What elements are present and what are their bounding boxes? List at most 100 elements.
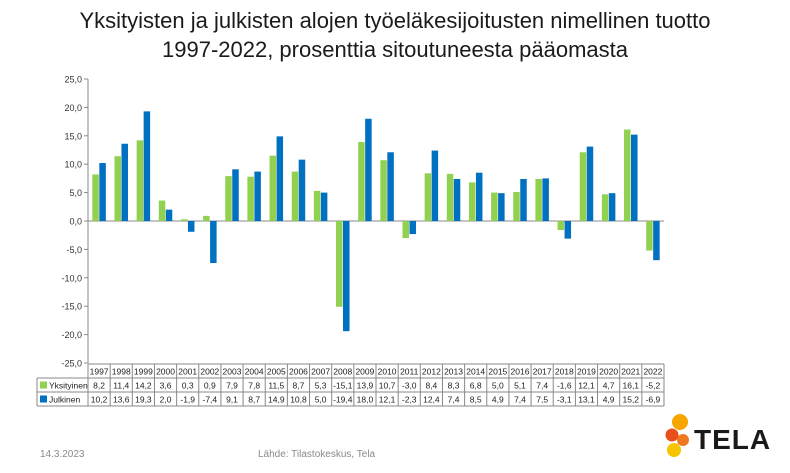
data-label-julkinen-2013: 7,4	[448, 395, 460, 405]
data-label-yksityinen-2000: 3,6	[160, 381, 172, 391]
data-label-yksityinen-2016: 5,1	[514, 381, 526, 391]
table-year-2013: 2013	[444, 367, 463, 377]
bar-julkinen-2000	[165, 209, 173, 221]
bar-julkinen-2016	[520, 178, 527, 221]
axes: 25,0 20,0 15,0 10,0 5,0 0,0 -5,0 -10,0 -15,0 -20,…	[61, 75, 664, 369]
footer-source: Lähde: Tilastokeskus, Tela	[258, 449, 376, 460]
bar-yksityinen-2008	[336, 221, 343, 307]
bar-julkinen-1999	[143, 111, 151, 221]
bar-yksityinen-2013	[446, 173, 454, 221]
bar-julkinen-2015	[498, 193, 505, 221]
table-year-2009: 2009	[355, 367, 374, 377]
data-label-julkinen-2008: -19,4	[333, 395, 353, 405]
data-label-yksityinen-2011: -3,0	[402, 381, 417, 391]
legend-swatch-yksityinen	[40, 381, 47, 389]
tela-logo-text: TELA	[694, 424, 772, 455]
data-label-julkinen-2019: 13,1	[578, 395, 595, 405]
table-year-2011: 2011	[400, 367, 419, 377]
bar-julkinen-1998	[121, 143, 128, 221]
table-year-2006: 2006	[289, 367, 308, 377]
data-label-julkinen-2015: 4,9	[492, 395, 504, 405]
bar-julkinen-2008	[343, 221, 350, 332]
bar-yksityinen-2010	[380, 160, 387, 221]
data-label-julkinen-1999: 19,3	[135, 395, 152, 405]
y-tick-label: 15,0	[64, 131, 82, 141]
data-label-yksityinen-2020: 4,7	[603, 381, 615, 391]
table-year-2019: 2019	[577, 367, 596, 377]
table-year-2010: 2010	[378, 367, 397, 377]
bar-julkinen-2012	[431, 150, 439, 221]
bar-julkinen-2003	[232, 169, 239, 221]
y-tick-label: 10,0	[64, 160, 82, 170]
data-label-julkinen-1997: 10,2	[91, 395, 108, 405]
bar-yksityinen-2021	[624, 129, 631, 221]
data-label-yksityinen-1999: 14,2	[135, 381, 152, 391]
bar-yksityinen-2012	[424, 173, 432, 221]
data-label-julkinen-2009: 18,0	[357, 395, 374, 405]
tela-logo: TELA	[662, 410, 772, 466]
bar-yksityinen-2016	[513, 192, 520, 221]
table-year-2000: 2000	[156, 367, 175, 377]
bar-julkinen-2004	[254, 171, 261, 221]
table-year-2012: 2012	[422, 367, 441, 377]
bar-julkinen-2007	[320, 192, 328, 221]
data-label-yksityinen-2010: 10,7	[379, 381, 396, 391]
bar-julkinen-2001	[187, 221, 195, 232]
bars	[92, 111, 660, 332]
chart-title-line-2: 1997-2022, prosenttia sitoutuneesta pääo…	[162, 37, 628, 62]
bar-yksityinen-2011	[402, 221, 409, 239]
table-year-2014: 2014	[466, 367, 485, 377]
bar-yksityinen-1998	[114, 156, 121, 221]
data-label-yksityinen-2003: 7,9	[226, 381, 238, 391]
table-year-2007: 2007	[311, 367, 330, 377]
data-label-julkinen-2007: 5,0	[315, 395, 327, 405]
bar-julkinen-1997	[99, 163, 106, 221]
bar-yksityinen-2004	[247, 176, 254, 221]
y-tick-label: -10,0	[61, 273, 82, 283]
data-label-julkinen-2016: 7,4	[514, 395, 526, 405]
data-label-yksityinen-2013: 8,3	[448, 381, 460, 391]
bar-yksityinen-2019	[579, 152, 587, 221]
data-label-julkinen-2001: -1,9	[180, 395, 195, 405]
bar-julkinen-2002	[210, 221, 217, 264]
data-label-julkinen-2018: -3,1	[557, 395, 572, 405]
bar-yksityinen-2003	[225, 176, 232, 221]
bar-yksityinen-2014	[468, 182, 476, 221]
data-label-yksityinen-2021: 16,1	[622, 381, 639, 391]
bar-yksityinen-2001	[180, 219, 188, 221]
bar-yksityinen-1997	[92, 174, 99, 221]
tela-logo-mark-icon	[665, 414, 689, 457]
data-label-yksityinen-2004: 7,8	[248, 381, 260, 391]
y-tick-label: 20,0	[64, 103, 82, 113]
y-tick-label: -20,0	[61, 330, 82, 340]
data-label-julkinen-2014: 8,5	[470, 395, 482, 405]
data-label-julkinen-2022: -6,9	[646, 395, 661, 405]
data-label-yksityinen-1998: 11,4	[113, 381, 129, 391]
bar-yksityinen-2006	[291, 171, 299, 221]
bar-yksityinen-2000	[158, 200, 166, 221]
data-label-julkinen-2017: 7,5	[536, 395, 548, 405]
data-label-julkinen-2003: 9,1	[226, 395, 238, 405]
data-label-yksityinen-2018: -1,6	[557, 381, 572, 391]
data-label-yksityinen-2015: 5,0	[492, 381, 504, 391]
data-label-yksityinen-2006: 8,7	[293, 381, 305, 391]
y-tick-label: -5,0	[66, 245, 82, 255]
bar-julkinen-2022	[653, 221, 660, 261]
data-label-yksityinen-1997: 8,2	[93, 381, 105, 391]
legend-label-yksityinen: Yksityinen	[49, 381, 88, 391]
bar-julkinen-2021	[631, 134, 638, 221]
data-label-julkinen-2002: -7,4	[203, 395, 218, 405]
bar-yksityinen-2022	[646, 221, 653, 251]
table-year-2003: 2003	[223, 367, 242, 377]
legend-label-julkinen: Julkinen	[49, 395, 80, 405]
data-label-yksityinen-2017: 7,4	[536, 381, 548, 391]
table-year-2004: 2004	[245, 367, 264, 377]
table-year-2017: 2017	[533, 367, 552, 377]
table-year-2008: 2008	[333, 367, 352, 377]
y-tick-label: -15,0	[61, 302, 82, 312]
data-label-yksityinen-2019: 12,1	[578, 381, 595, 391]
bar-julkinen-2011	[409, 221, 416, 235]
legend-swatch-julkinen	[40, 395, 47, 403]
table-year-2005: 2005	[267, 367, 286, 377]
table-year-2022: 2022	[643, 367, 662, 377]
